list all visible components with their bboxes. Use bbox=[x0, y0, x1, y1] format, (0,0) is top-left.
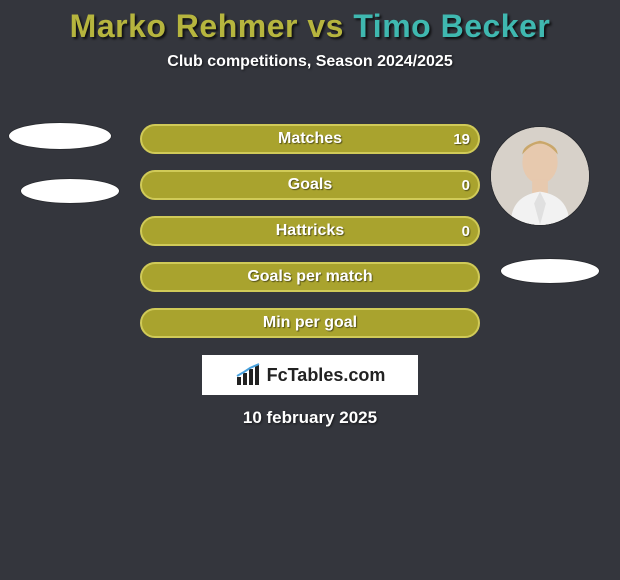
player2-avatar bbox=[490, 126, 590, 226]
logo-text: FcTables.com bbox=[267, 365, 386, 386]
date-text: 10 february 2025 bbox=[0, 408, 620, 428]
subtitle: Club competitions, Season 2024/2025 bbox=[0, 53, 620, 71]
stat-bar: Goals 0 bbox=[140, 170, 480, 200]
stat-value-right: 19 bbox=[453, 131, 470, 148]
stat-label: Matches bbox=[278, 130, 342, 148]
stat-value-right: 0 bbox=[462, 223, 470, 240]
stat-bar: Goals per match bbox=[140, 262, 480, 292]
bars-icon bbox=[235, 363, 263, 387]
player1-name: Marko Rehmer bbox=[70, 8, 298, 44]
player2-name: Timo Becker bbox=[353, 8, 550, 44]
stat-bar: Matches 19 bbox=[140, 124, 480, 154]
stat-label: Goals bbox=[288, 176, 332, 194]
stat-label: Goals per match bbox=[247, 268, 372, 286]
decor-ellipse bbox=[500, 258, 600, 284]
vs-text: vs bbox=[307, 8, 344, 44]
stat-label: Hattricks bbox=[276, 222, 344, 240]
stat-bar: Min per goal bbox=[140, 308, 480, 338]
decor-ellipse bbox=[20, 178, 120, 204]
stat-label: Min per goal bbox=[263, 314, 357, 332]
page-title: Marko Rehmer vs Timo Becker bbox=[0, 0, 620, 45]
stat-bars: Matches 19 Goals 0 Hattricks 0 Goals per match… bbox=[140, 124, 480, 354]
avatar-placeholder-icon bbox=[491, 127, 589, 225]
stat-value-right: 0 bbox=[462, 177, 470, 194]
fctables-logo: FcTables.com bbox=[202, 355, 418, 395]
stat-bar: Hattricks 0 bbox=[140, 216, 480, 246]
decor-ellipse bbox=[8, 122, 112, 150]
